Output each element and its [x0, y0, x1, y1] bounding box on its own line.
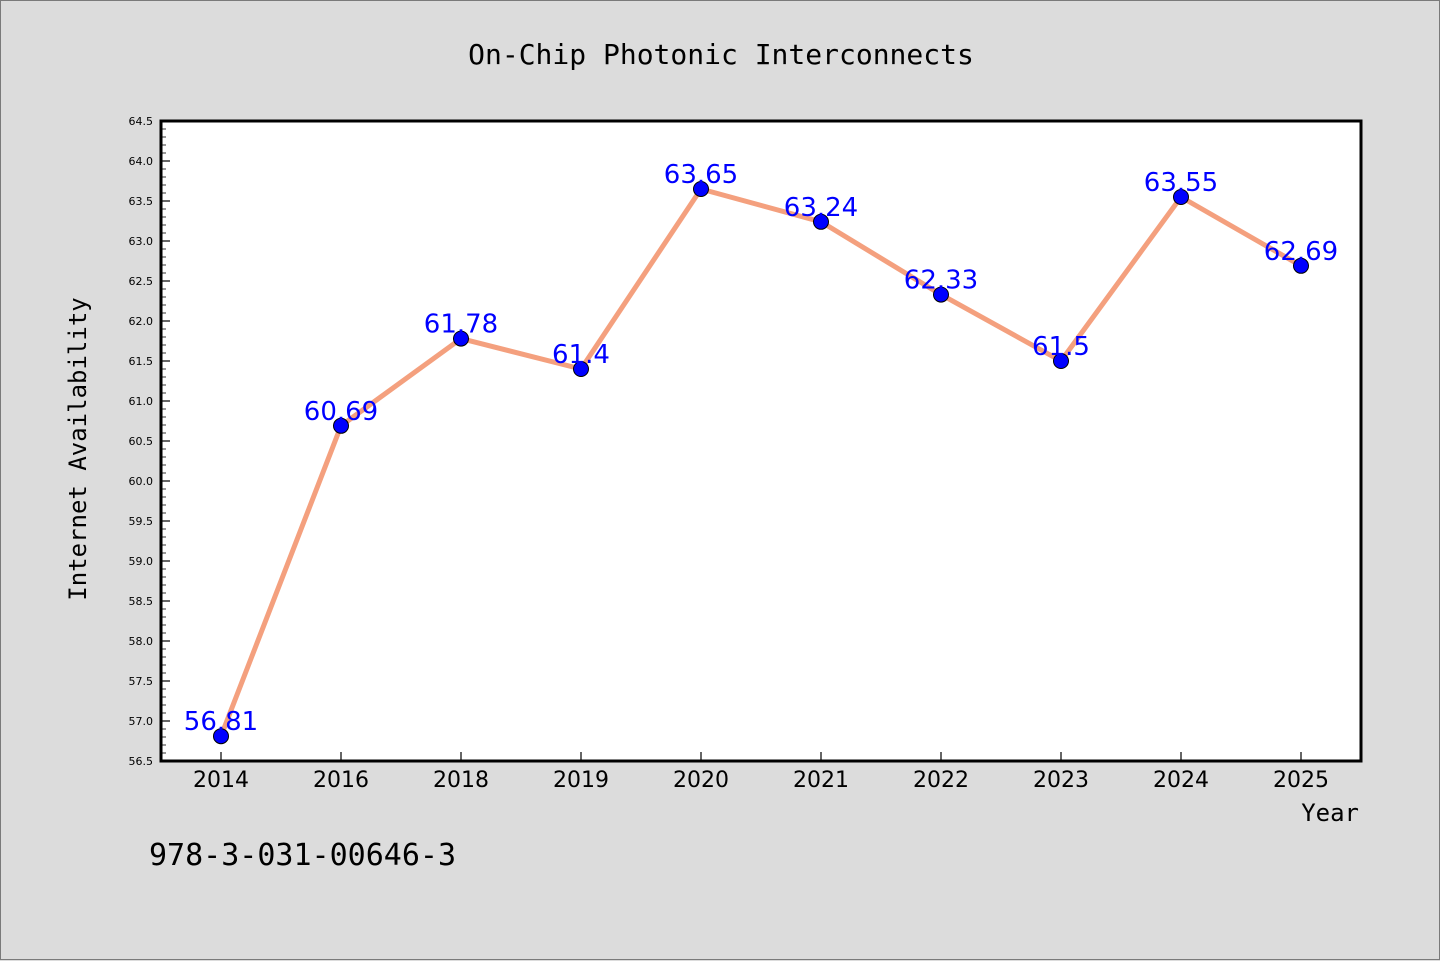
x-tick-label: 2019	[553, 768, 609, 793]
x-tick-label: 2025	[1273, 768, 1329, 793]
data-point	[1293, 257, 1309, 274]
y-tick-label: 56.5	[129, 755, 154, 768]
plot-area	[161, 121, 1361, 761]
y-tick-label: 63.0	[129, 235, 154, 248]
x-axis-label: Year	[1301, 799, 1359, 827]
data-label: 60.69	[304, 397, 378, 427]
y-tick-label: 62.0	[129, 315, 154, 328]
x-tick-label: 2023	[1033, 768, 1089, 793]
data-label: 62.69	[1264, 237, 1338, 267]
data-label: 56.81	[184, 707, 258, 737]
data-label: 61.5	[1032, 332, 1090, 362]
y-tick-label: 60.5	[129, 435, 154, 448]
plot-border	[159, 119, 1363, 763]
y-tick-label: 58.0	[129, 635, 154, 648]
y-tick-label: 58.5	[129, 595, 154, 608]
x-tick-label: 2022	[913, 768, 969, 793]
data-point	[1053, 353, 1069, 369]
y-axis-label: Internet Availability	[64, 297, 92, 600]
data-label: 63.65	[664, 160, 738, 190]
data-point	[693, 181, 709, 197]
x-axis: 2014 2016 2018 2019 2020 2021 2022 2023 2024 2025	[193, 752, 1329, 793]
series-line	[218, 186, 1304, 739]
data-labels: 56.81 60.69 61.78 61.4 63.65 63.24 62.33 61.5 63…	[184, 160, 1338, 737]
y-tick-label: 59.5	[129, 515, 154, 528]
y-tick-label: 61.5	[129, 355, 154, 368]
chart-title: On-Chip Photonic Interconnects	[468, 38, 974, 71]
y-tick-label: 64.0	[129, 155, 154, 168]
data-label: 63.24	[784, 193, 858, 223]
y-tick-label: 63.5	[129, 195, 154, 208]
data-point	[333, 417, 349, 434]
y-tick-label: 57.0	[129, 715, 154, 728]
data-label: 63.55	[1144, 168, 1218, 198]
x-tick-label: 2014	[193, 768, 249, 793]
y-tick-label: 64.5	[129, 115, 154, 128]
data-point	[213, 728, 229, 745]
data-point	[1173, 189, 1189, 205]
y-axis: 56.5 57.0 57.5 58.0 58.5 59.0 59.5 60.0 60.5 61.0…	[129, 115, 170, 768]
isbn-annotation: 978-3-031-00646-3	[149, 838, 456, 873]
x-tick-label: 2021	[793, 768, 849, 793]
y-tick-label: 59.0	[129, 555, 154, 568]
y-tick-label: 61.0	[129, 395, 154, 408]
y-tick-label: 60.0	[129, 475, 154, 488]
data-point	[933, 286, 949, 303]
data-label: 61.4	[552, 340, 610, 370]
data-point	[453, 330, 469, 347]
x-tick-label: 2018	[433, 768, 489, 793]
data-label: 62.33	[904, 266, 978, 296]
data-point	[813, 213, 829, 230]
y-tick-label: 62.5	[129, 275, 154, 288]
data-label: 61.78	[424, 310, 498, 340]
data-point	[573, 361, 589, 377]
x-tick-label: 2016	[313, 768, 369, 793]
x-tick-label: 2024	[1153, 768, 1209, 793]
series-markers	[213, 181, 1309, 745]
x-tick-label: 2020	[673, 768, 729, 793]
y-tick-label: 57.5	[129, 675, 154, 688]
